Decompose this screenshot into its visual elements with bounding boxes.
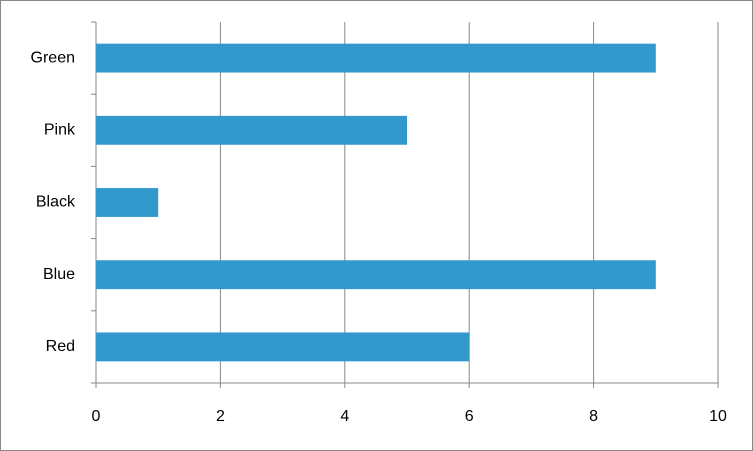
bar xyxy=(96,43,656,73)
bar xyxy=(96,332,470,362)
bar xyxy=(96,260,656,290)
x-tick-label: 2 xyxy=(216,408,225,425)
y-tick-label: Pink xyxy=(44,122,76,139)
y-tick-label: Blue xyxy=(43,266,75,283)
x-tick-label: 8 xyxy=(589,408,598,425)
bar xyxy=(96,188,159,217)
x-tick-label: 4 xyxy=(340,408,349,425)
y-tick-label: Green xyxy=(31,49,75,66)
x-tick-label: 10 xyxy=(709,408,727,425)
y-tick-label: Black xyxy=(36,194,76,211)
bar xyxy=(96,115,407,145)
y-tick-label: Red xyxy=(46,338,75,355)
x-tick-label: 6 xyxy=(465,408,474,425)
x-tick-label: 0 xyxy=(92,408,101,425)
